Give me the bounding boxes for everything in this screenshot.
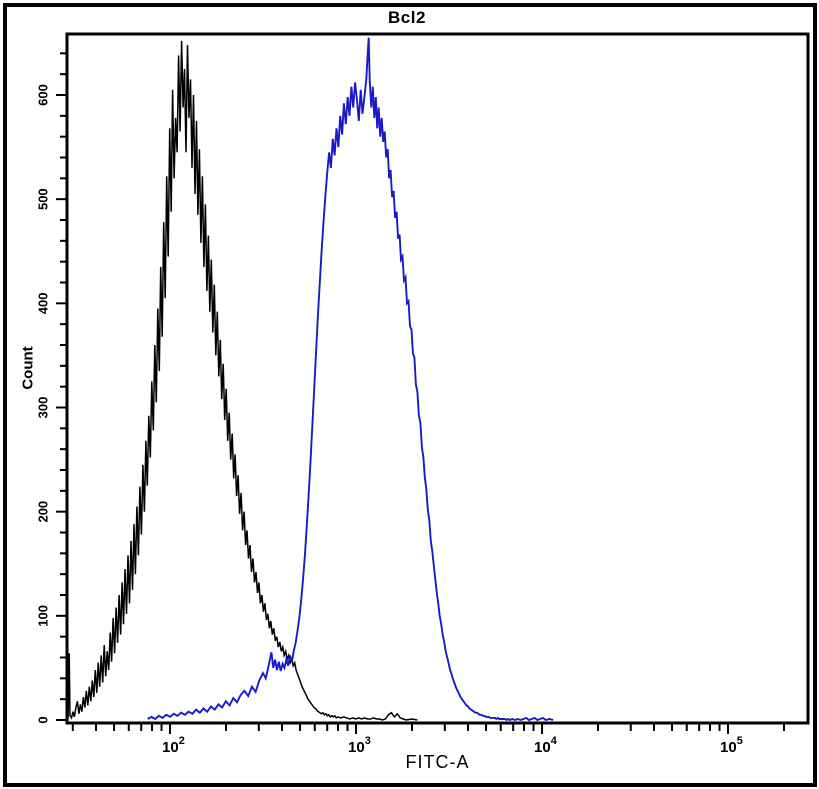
y-tick-label: 500 (35, 188, 50, 210)
chart-title: Bcl2 (388, 8, 426, 27)
figure-border (3, 3, 817, 787)
y-tick-label: 100 (35, 605, 50, 627)
y-tick-label: 200 (35, 501, 50, 523)
blue-histogram-trace (147, 37, 554, 722)
black-histogram-trace (66, 40, 418, 721)
x-tick-label: 104 (534, 735, 558, 756)
plot-border (65, 32, 810, 725)
x-tick-label: 105 (720, 735, 743, 756)
y-tick-label: 300 (35, 397, 50, 419)
x-tick-label: 103 (348, 735, 371, 756)
y-tick-label: 400 (35, 292, 50, 314)
x-axis-label: FITC-A (405, 752, 470, 772)
x-tick-label: 102 (162, 735, 185, 756)
y-tick-label: 600 (35, 84, 50, 106)
y-tick-label: 0 (35, 716, 50, 723)
